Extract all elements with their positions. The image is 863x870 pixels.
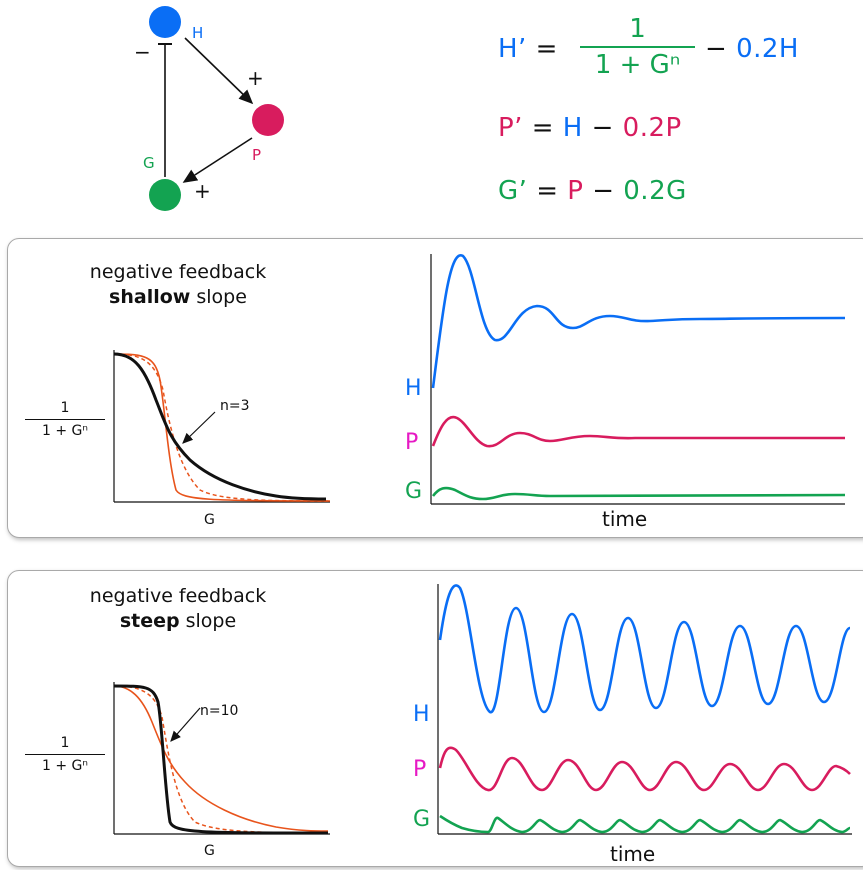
panel-steep-title-bold: steep <box>120 610 180 632</box>
node-h-label: H <box>192 24 203 42</box>
panel-shallow-hill-fraction: 1 1 + Gⁿ <box>25 400 105 439</box>
panel-shallow-n-label: n=3 <box>220 398 250 414</box>
panel-shallow-time-plot <box>425 248 855 508</box>
panel-steep-hill-fraction: 1 1 + Gⁿ <box>25 735 105 774</box>
eq-p-lhs: P’ <box>498 113 523 143</box>
hill-frac-numerator: 1 <box>25 735 105 754</box>
panel-shallow-series-p-label: P <box>405 430 418 455</box>
panel-shallow-title: negative feedback shallow slope <box>18 260 338 310</box>
eq-g-equals: = <box>536 176 558 206</box>
series-h-steep <box>440 585 850 712</box>
eq-p-src: H <box>563 113 583 143</box>
equation-h-decay: − 0.2H <box>705 34 799 64</box>
sign-p-to-g: + <box>194 179 211 203</box>
eq-g-src: P <box>567 176 583 206</box>
eq-h-minus: − <box>705 34 727 64</box>
node-p-label: P <box>252 146 261 164</box>
series-p-shallow <box>433 417 845 446</box>
network-diagram <box>0 0 300 220</box>
eq-p-decay-term: 0.2P <box>623 113 682 143</box>
hill-frac-numerator: 1 <box>25 400 105 419</box>
panel-steep-title: negative feedback steep slope <box>18 584 338 634</box>
eq-g-decay-term: 0.2G <box>623 176 687 206</box>
panel-shallow-title-bold: shallow <box>109 286 190 308</box>
eq-h-numerator: 1 <box>580 14 695 46</box>
series-g-shallow <box>433 488 845 499</box>
hill-curve-n3 <box>114 354 326 499</box>
node-g-label: G <box>143 154 155 172</box>
panel-steep-title-rest: slope <box>180 610 237 632</box>
eq-h-decay-term: 0.2H <box>736 34 799 64</box>
arrow-p-to-g <box>184 138 252 182</box>
eq-p-minus: − <box>592 113 614 143</box>
panel-shallow-hill-plot <box>100 340 430 510</box>
sign-g-to-h: − <box>134 40 151 64</box>
panel-shallow-series-h-label: H <box>405 376 422 401</box>
panel-shallow-x-axis-label: G <box>204 512 215 528</box>
eq-h-denominator: 1 + Gⁿ <box>580 46 695 80</box>
panel-steep-n-label: n=10 <box>200 703 238 719</box>
sign-h-to-p: + <box>247 66 264 90</box>
panel-steep-hill-plot <box>100 672 430 842</box>
hill-frac-denominator: 1 + Gⁿ <box>25 419 105 439</box>
eq-h-equals: = <box>536 34 558 64</box>
panel-steep-time-label: time <box>610 842 655 866</box>
equation-h: H’ = <box>498 34 558 64</box>
hill-frac-denominator: 1 + Gⁿ <box>25 754 105 774</box>
panel-shallow-series-g-label: G <box>405 479 422 504</box>
panel-steep-series-h-label: H <box>413 702 430 727</box>
node-g <box>149 179 181 211</box>
equation-g: G’ = P − 0.2G <box>498 176 687 206</box>
equation-p: P’ = H − 0.2P <box>498 113 682 143</box>
eq-h-fraction: 1 1 + Gⁿ <box>580 14 695 80</box>
series-p-steep <box>440 748 850 790</box>
panel-steep-series-p-label: P <box>413 757 426 782</box>
panel-shallow-title-rest: slope <box>190 286 247 308</box>
panel-shallow-time-label: time <box>602 507 647 531</box>
panel-steep-series-g-label: G <box>413 807 430 832</box>
panel-steep-x-axis-label: G <box>204 843 215 859</box>
arrow-h-to-p <box>185 38 252 103</box>
node-p <box>252 104 284 136</box>
eq-g-lhs: G’ <box>498 176 527 206</box>
series-h-shallow <box>433 255 845 388</box>
n-label-pointer <box>183 412 215 443</box>
panel-steep-title-line1: negative feedback <box>90 585 266 607</box>
panel-shallow-title-line1: negative feedback <box>90 261 266 283</box>
eq-h-lhs: H’ <box>498 34 527 64</box>
node-h <box>149 6 181 38</box>
eq-g-minus: − <box>592 176 614 206</box>
n-label-pointer <box>171 708 200 741</box>
panel-steep-time-plot <box>432 578 862 838</box>
series-g-steep <box>440 816 850 832</box>
eq-p-equals: = <box>532 113 554 143</box>
